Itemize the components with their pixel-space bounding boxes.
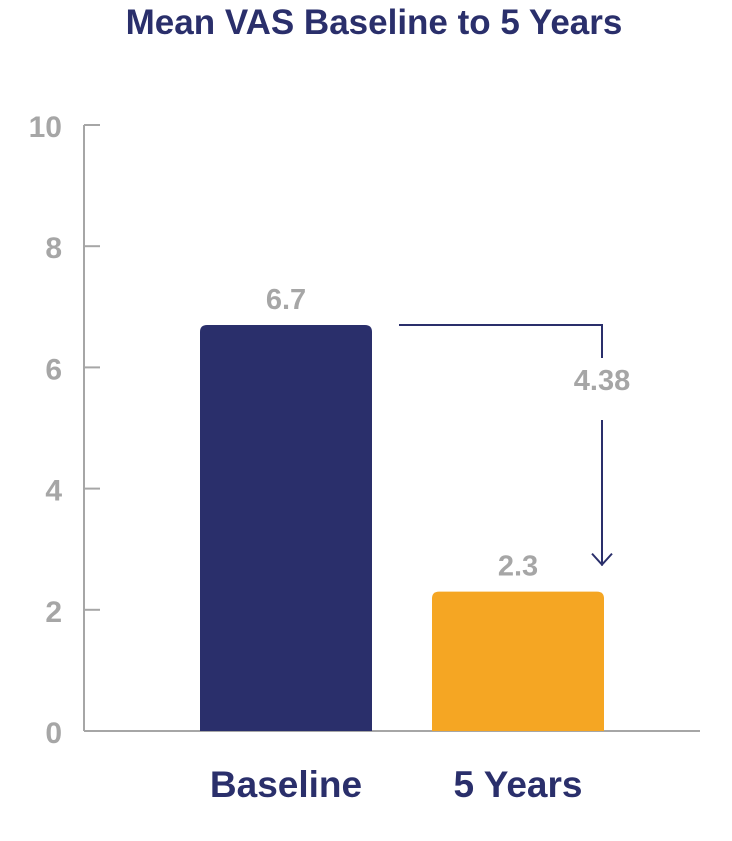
bar-baseline [200,324,372,731]
y-tick-label: 8 [45,232,62,265]
annotation: 4.38 [399,323,630,567]
x-tick-label: 5 Years [454,764,583,805]
y-tick-label: 10 [29,111,62,144]
bars [200,324,604,731]
axes: 0 2 4 6 8 10 [29,111,700,750]
labels: 6.7 Baseline 2.3 5 Years [210,284,583,805]
bar-5-years [432,591,604,731]
annotation-arrow-head [591,552,613,567]
y-tick-label: 0 [45,717,62,750]
y-tick-label: 6 [45,353,62,386]
y-tick-label: 2 [45,596,62,629]
annotation-bracket [399,323,603,358]
chart-title: Mean VAS Baseline to 5 Years [126,3,623,42]
data-label: 2.3 [498,551,538,583]
y-tick-label: 4 [45,475,62,508]
data-label: 6.7 [266,284,306,316]
x-tick-label: Baseline [210,764,362,805]
annotation-label: 4.38 [574,365,630,397]
